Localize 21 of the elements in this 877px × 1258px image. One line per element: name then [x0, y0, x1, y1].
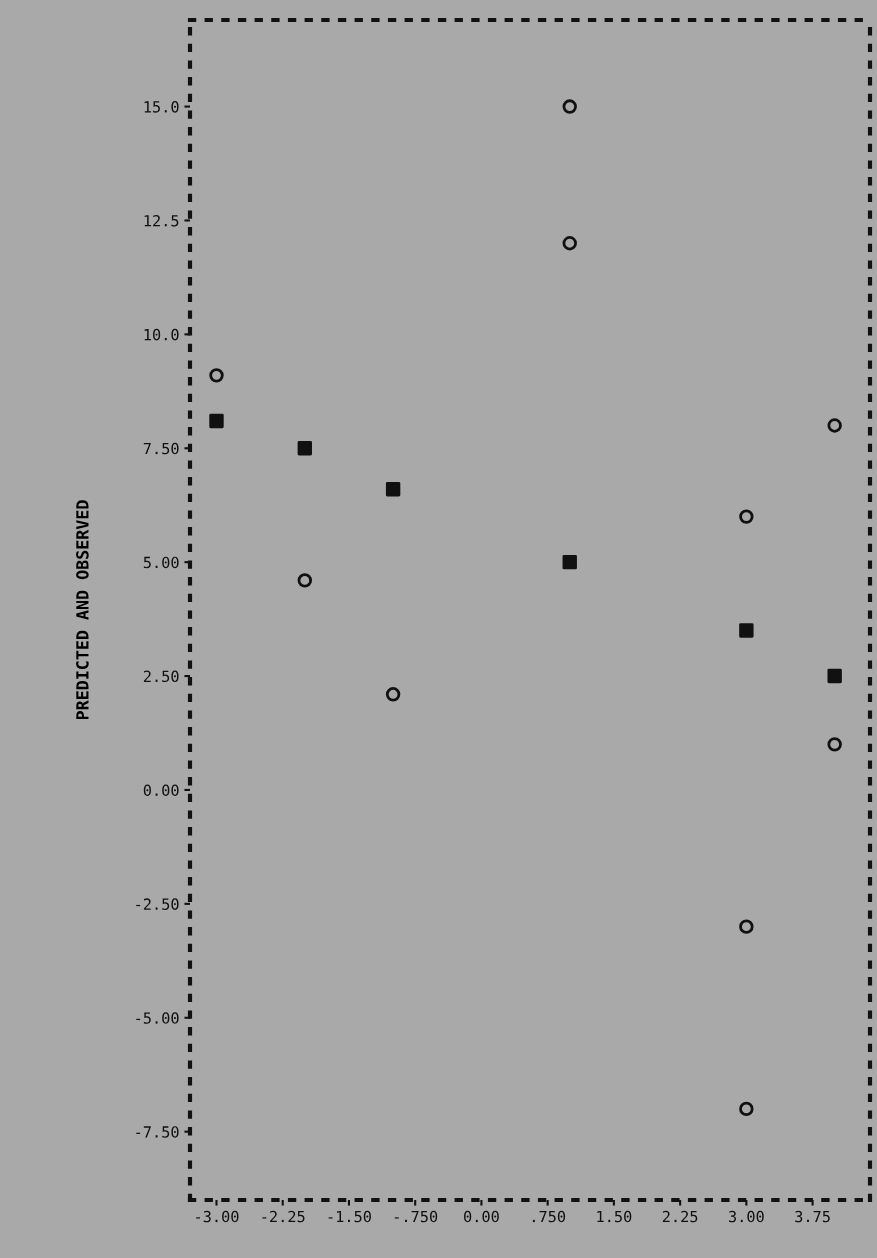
x-tick-label: 1.50: [597, 1210, 632, 1223]
y-tick-label: -5.00: [136, 1012, 179, 1024]
x-tick-label: 0.00: [464, 1210, 499, 1223]
x-tick-label: -2.25: [262, 1210, 305, 1223]
y-tick-label: 7.50: [143, 442, 179, 455]
y-tick-label: -7.50: [136, 1126, 179, 1138]
y-tick-label: 12.5: [144, 214, 179, 227]
y-tick-label: 5.00: [143, 556, 179, 569]
y-tick-label: -2.50: [136, 898, 179, 910]
x-tick-label: -.750: [394, 1210, 438, 1223]
x-tick-label: 3.00: [728, 1210, 764, 1223]
y-tick-label: 0.00: [143, 784, 179, 797]
y-tick-label: 2.50: [143, 670, 179, 683]
y-tick-label: 15.0: [144, 101, 179, 113]
y-axis-title: PREDICTED AND OBSERVED: [76, 500, 89, 720]
x-tick-label: -3.00: [196, 1210, 239, 1223]
x-tick-label: 3.75: [795, 1210, 830, 1223]
x-tick-label: 2.25: [662, 1210, 698, 1223]
y-tick-label: 10.0: [144, 328, 179, 341]
x-tick-label: .750: [532, 1210, 566, 1223]
x-tick-label: -1.50: [328, 1210, 371, 1223]
